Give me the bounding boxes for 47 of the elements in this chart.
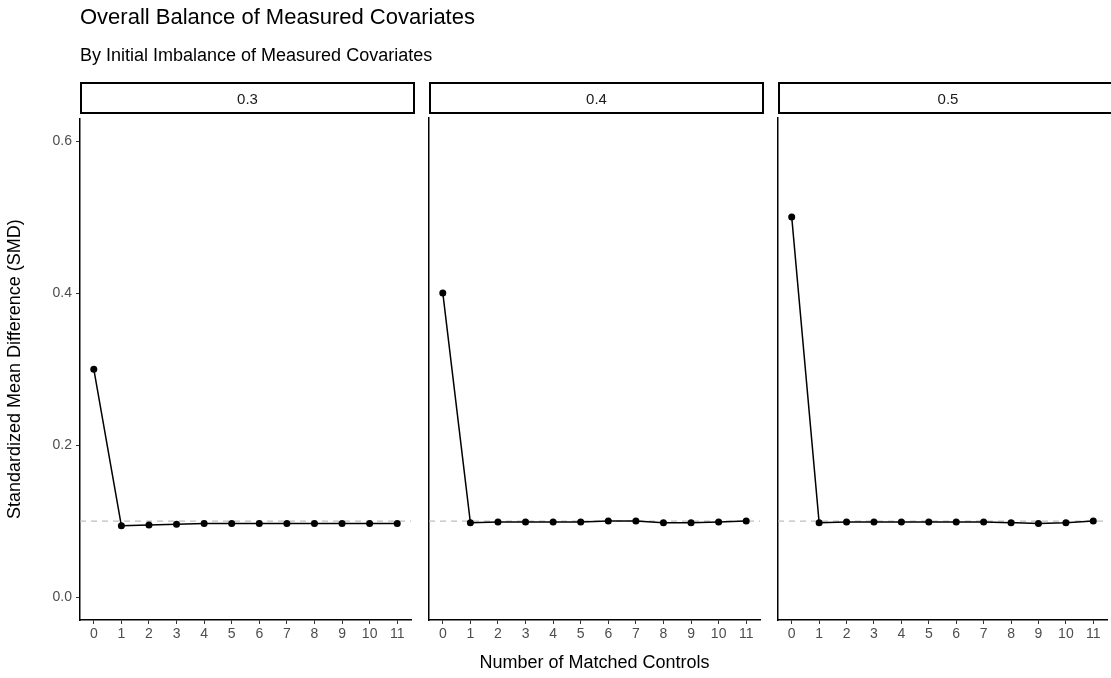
y-tick-label: 0.0 xyxy=(52,588,73,605)
text: Overall Balance of Measured Covariates xyxy=(80,4,475,30)
x-tick-label: 2 xyxy=(842,625,851,642)
y-axis-title: Standardized Mean Difference (SMD) xyxy=(3,219,24,520)
x-tick-label: 6 xyxy=(255,625,264,642)
x-axis-title: Number of Matched Controls xyxy=(479,652,710,673)
x-tick-label: 8 xyxy=(310,625,319,642)
x-tick-label: 4 xyxy=(549,625,558,642)
x-tick-label: 3 xyxy=(172,625,181,642)
x-tick-label: 9 xyxy=(687,625,696,642)
x-tick-label: 8 xyxy=(659,625,668,642)
chart-title: 0.5 xyxy=(778,82,1111,114)
x-tick-label: 8 xyxy=(1007,625,1016,642)
chart-title: 0.3 xyxy=(80,82,415,114)
x-tick-label: 5 xyxy=(227,625,236,642)
y-tick-label: 0.6 xyxy=(52,132,73,149)
x-tick-label: 5 xyxy=(924,625,933,642)
text: By Initial Imbalance of Measured Covariates xyxy=(80,45,433,66)
x-tick-label: 10 xyxy=(1058,625,1074,642)
x-tick-label: 7 xyxy=(282,625,291,642)
y-tick-label: 0.2 xyxy=(52,436,73,453)
x-tick-label: 3 xyxy=(870,625,879,642)
x-tick-label: 1 xyxy=(815,625,824,642)
x-tick-label: 10 xyxy=(361,625,378,642)
x-tick-label: 11 xyxy=(738,625,754,642)
x-tick-label: 9 xyxy=(1034,625,1043,642)
x-tick-label: 0 xyxy=(438,625,447,642)
x-tick-label: 9 xyxy=(338,625,347,642)
x-tick-label: 5 xyxy=(576,625,585,642)
x-tick-label: 10 xyxy=(710,625,727,642)
chart-title: 0.4 xyxy=(429,82,764,114)
x-tick-label: 6 xyxy=(604,625,613,642)
x-tick-label: 0 xyxy=(89,625,98,642)
x-tick-label: 6 xyxy=(952,625,961,642)
x-tick-label: 2 xyxy=(494,625,503,642)
x-tick-label: 2 xyxy=(145,625,154,642)
x-tick-label: 3 xyxy=(521,625,530,642)
y-tick-label: 0.4 xyxy=(52,284,73,301)
x-tick-label: 11 xyxy=(389,625,405,642)
x-tick-label: 4 xyxy=(897,625,906,642)
x-tick-label: 1 xyxy=(117,625,126,642)
x-tick-label: 7 xyxy=(979,625,988,642)
x-tick-label: 7 xyxy=(631,625,640,642)
x-tick-label: 4 xyxy=(200,625,209,642)
x-tick-label: 0 xyxy=(787,625,796,642)
x-tick-label: 1 xyxy=(466,625,475,642)
x-tick-label: 11 xyxy=(1086,625,1101,642)
